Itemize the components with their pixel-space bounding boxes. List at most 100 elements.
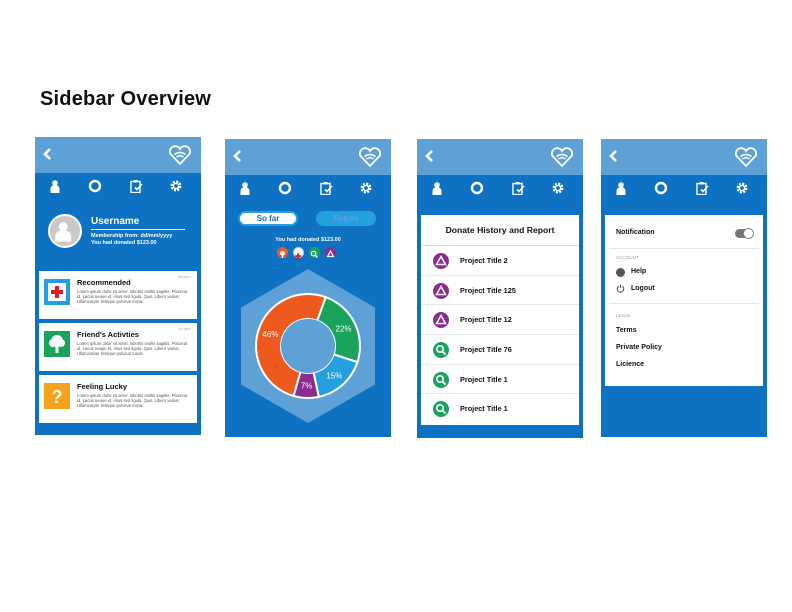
- page-title: Sidebar Overview: [40, 88, 212, 110]
- gear-icon[interactable]: [735, 181, 749, 195]
- card-title: Friend's Activties: [77, 330, 139, 339]
- card-time: 4h later: [177, 326, 191, 331]
- donut-hole: [281, 319, 335, 373]
- top-bar: [35, 137, 201, 173]
- list-item[interactable]: Project Title 76: [421, 335, 579, 365]
- user-icon[interactable]: [430, 181, 444, 195]
- recycle-icon: [433, 253, 449, 269]
- clipboard-icon[interactable]: [511, 181, 525, 195]
- card-time: 3h later: [177, 274, 191, 279]
- account-section-label: ACCOUNT: [616, 255, 639, 260]
- terms-link[interactable]: Terms: [616, 327, 637, 334]
- back-icon[interactable]: [41, 146, 55, 162]
- gear-icon[interactable]: [359, 181, 373, 195]
- profile-header: Username Membership from: dd/mm/yyyy You…: [35, 209, 201, 269]
- donut-icon[interactable]: [654, 181, 668, 195]
- donated-amount: You had donated $123.00: [275, 237, 341, 243]
- tree-icon[interactable]: [277, 247, 288, 258]
- licence-link[interactable]: Licience: [616, 361, 645, 368]
- clipboard-icon[interactable]: [319, 181, 333, 195]
- donut-icon[interactable]: [88, 179, 102, 193]
- heart-wifi-logo-icon: [735, 147, 757, 167]
- phone-profile-screen: Username Membership from: dd/mm/yyyy You…: [35, 137, 201, 435]
- logout-link[interactable]: Logout: [631, 285, 655, 292]
- card-body: Lorem ipsum dolor sit amet, lobortis mol…: [77, 393, 188, 409]
- membership-date: Membership from: dd/mm/yyyy: [91, 233, 173, 239]
- top-bar: [417, 139, 583, 175]
- recycle-icon[interactable]: [325, 247, 336, 258]
- heart-wifi-logo-icon: [551, 147, 573, 167]
- project-title: Project Title 2: [460, 256, 508, 265]
- settings-panel: Notification ACCOUNT Help Logout LEGAL T…: [605, 215, 763, 386]
- user-icon[interactable]: [238, 181, 252, 195]
- clipboard-icon[interactable]: [129, 179, 143, 193]
- gear-icon[interactable]: [551, 181, 565, 195]
- list-item[interactable]: Project Title 125: [421, 276, 579, 306]
- tab-so-far[interactable]: So far: [238, 211, 298, 226]
- list-item[interactable]: Project Title 1: [421, 394, 579, 424]
- list-item[interactable]: Project Title 1: [421, 365, 579, 395]
- tab-future[interactable]: Future: [316, 211, 376, 226]
- heart-wifi-logo-icon: [359, 147, 381, 167]
- list-item[interactable]: Project Title 2: [421, 246, 579, 276]
- donut-slice-label: 15%: [326, 371, 342, 380]
- search-icon: [433, 342, 449, 359]
- toggle-knob: [743, 228, 754, 239]
- recycle-icon: [433, 312, 449, 329]
- question-icon: ?: [44, 383, 70, 409]
- red-cross-icon[interactable]: [293, 247, 304, 259]
- gear-icon[interactable]: [169, 179, 183, 193]
- username-underline: [91, 229, 185, 230]
- project-title: Project Title 1: [460, 374, 508, 384]
- donated-amount: You had donated $123.00: [91, 240, 157, 246]
- donation-donut-chart: 46% 22% 15% 7%: [241, 269, 375, 423]
- divider: [609, 303, 759, 304]
- help-icon: [616, 268, 625, 277]
- top-bar: [601, 139, 767, 175]
- notification-label: Notification: [616, 229, 655, 236]
- heart-wifi-logo-icon: [169, 145, 191, 165]
- project-title: Project Title 1: [460, 404, 508, 414]
- avatar[interactable]: [48, 214, 82, 248]
- divider: [609, 248, 759, 249]
- user-icon[interactable]: [48, 179, 62, 193]
- notification-toggle[interactable]: [735, 228, 754, 239]
- donut-icon[interactable]: [470, 181, 484, 195]
- phone-settings-screen: Notification ACCOUNT Help Logout LEGAL T…: [601, 139, 767, 437]
- card-body: Lorem ipsum dolor sit amet, lobortis mol…: [77, 289, 188, 305]
- card-title: Feeling Lucky: [77, 382, 128, 391]
- card-friends-activities[interactable]: Friend's Activties 4h later Lorem ipsum …: [39, 323, 197, 371]
- project-title: Project Title 76: [460, 345, 512, 355]
- recycle-icon: [433, 282, 449, 299]
- search-icon[interactable]: [309, 247, 320, 258]
- card-feeling-lucky[interactable]: ? Feeling Lucky Lorem ipsum dolor sit am…: [39, 375, 197, 423]
- donate-history-heading: Donate History and Report: [421, 215, 579, 246]
- card-title: Recommended: [77, 278, 131, 287]
- red-cross-icon: [44, 279, 70, 305]
- project-title: Project Title 125: [460, 285, 516, 295]
- power-icon: [616, 284, 625, 293]
- search-icon: [433, 371, 449, 388]
- list-item[interactable]: Project Title 12: [421, 305, 579, 336]
- card-recommended[interactable]: Recommended 3h later Lorem ipsum dolor s…: [39, 271, 197, 319]
- donut-slice-label: 46%: [262, 330, 278, 339]
- phone-donation-chart-screen: So far Future You had donated $123.00 46…: [225, 139, 391, 437]
- nav-icon-bar: [225, 175, 391, 201]
- user-icon[interactable]: [614, 181, 628, 195]
- legal-section-label: LEGAL: [616, 313, 631, 318]
- clipboard-icon[interactable]: [695, 181, 709, 195]
- back-icon[interactable]: [607, 148, 621, 164]
- privacy-policy-link[interactable]: Private Policy: [616, 344, 662, 351]
- nav-icon-bar: [417, 175, 583, 201]
- donate-history-panel: Donate History and Report Project Title …: [421, 215, 579, 425]
- search-icon: [433, 401, 449, 418]
- username: Username: [91, 216, 140, 227]
- category-icons: [277, 247, 339, 261]
- donut-icon[interactable]: [278, 181, 292, 195]
- back-icon[interactable]: [231, 148, 245, 164]
- donut-slice-label: 7%: [301, 381, 313, 390]
- membership-info: Membership from: dd/mm/yyyy You had dona…: [91, 233, 172, 247]
- back-icon[interactable]: [423, 148, 437, 164]
- top-bar: [225, 139, 391, 175]
- help-link[interactable]: Help: [631, 268, 647, 275]
